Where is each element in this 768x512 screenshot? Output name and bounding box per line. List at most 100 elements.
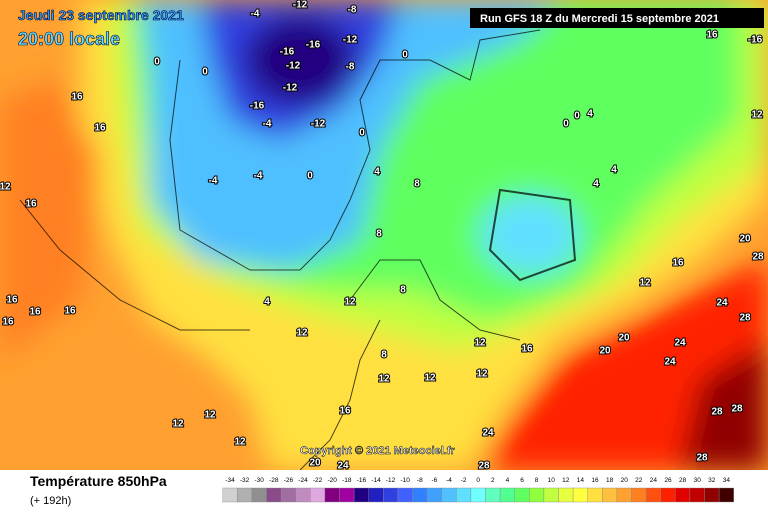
scale-label: 16	[591, 477, 599, 484]
contour-label: -12	[293, 0, 308, 11]
scale-swatch	[602, 487, 618, 503]
scale-swatch	[470, 487, 486, 503]
contour-label: 16	[672, 258, 684, 269]
contour-label: 8	[400, 285, 406, 296]
scale-swatch	[529, 487, 545, 503]
temperature-field	[0, 0, 768, 471]
contour-label: 28	[478, 461, 490, 472]
scale-swatch	[704, 487, 720, 503]
contour-label: -12	[286, 61, 301, 72]
scale-label: -32	[240, 477, 250, 484]
forecast-date: Jeudi 23 septembre 2021	[18, 7, 184, 23]
lead-time: (+ 192h)	[30, 495, 71, 507]
scale-label: -8	[417, 477, 423, 484]
scale-label: 14	[577, 477, 585, 484]
contour-label: 16	[521, 344, 533, 355]
scale-label: 26	[664, 477, 672, 484]
scale-swatch	[266, 487, 282, 503]
contour-label: 12	[204, 410, 216, 421]
scale-label: -2	[461, 477, 467, 484]
contour-label: 12	[234, 437, 246, 448]
contour-label: 4	[374, 167, 380, 178]
contour-label: 12	[172, 419, 184, 430]
contour-label: 28	[711, 407, 723, 418]
contour-label: 12	[751, 110, 763, 121]
contour-label: -12	[283, 83, 298, 94]
contour-label: 16	[94, 123, 106, 134]
contour-label: 16	[706, 30, 718, 41]
contour-label: 20	[739, 234, 751, 245]
scale-label: -6	[432, 477, 438, 484]
contour-label: 8	[381, 350, 387, 361]
scale-label: 2	[491, 477, 495, 484]
run-box	[470, 8, 764, 28]
scale-label: -20	[327, 477, 337, 484]
contour-label: 16	[6, 295, 18, 306]
scale-swatch	[558, 487, 574, 503]
contour-label: 28	[696, 453, 708, 464]
contour-label: 24	[482, 428, 494, 439]
contour-label: -8	[348, 5, 357, 16]
contour-label: 8	[376, 229, 382, 240]
scale-swatch	[675, 487, 691, 503]
scale-label: -18	[342, 477, 352, 484]
contour-labels: -12 -8-16 -12-16-12 -8-16-12-12-4-4 -4-40000…	[0, 0, 765, 473]
scale-swatch	[324, 487, 340, 503]
contour-label: 4	[593, 179, 599, 190]
contour-label: 24	[664, 357, 676, 368]
contour-label: 28	[739, 313, 751, 324]
scale-label: -34	[225, 477, 235, 484]
contour-label: 12	[476, 369, 488, 380]
scale-label: -4	[446, 477, 452, 484]
scale-swatch	[222, 487, 238, 503]
contour-label: 20	[309, 458, 321, 469]
contour-label: -8	[346, 62, 355, 73]
color-scale: -34 -32 -30 -28 -26 -24 -22 -20 -18 -16 -14 -12 -10-…	[222, 477, 734, 503]
contour-label: -12	[343, 35, 358, 46]
contour-label: 16	[2, 317, 14, 328]
scale-label: 4	[506, 477, 510, 484]
scale-label: 18	[606, 477, 614, 484]
contour-label: 4	[264, 297, 270, 308]
scale-label: -12	[386, 477, 396, 484]
contour-label: -12	[311, 119, 326, 130]
scale-swatch	[251, 487, 267, 503]
contour-label: 4	[611, 165, 617, 176]
contour-label: 8	[414, 179, 420, 190]
scale-swatch	[310, 487, 326, 503]
contour-label: 16	[25, 199, 37, 210]
scale-label: -30	[254, 477, 264, 484]
scale-swatch	[441, 487, 457, 503]
contour-label: 16	[64, 306, 76, 317]
contour-label: 28	[731, 404, 743, 415]
scale-swatch	[237, 487, 253, 503]
scale-swatch	[689, 487, 705, 503]
scale-swatch	[718, 487, 734, 503]
contour-label: 24	[716, 298, 728, 309]
scale-label: 8	[535, 477, 539, 484]
scale-swatch	[485, 487, 501, 503]
run-info: Run GFS 18 Z du Mercredi 15 septembre 20…	[480, 13, 719, 25]
scale-label: 34	[723, 477, 731, 484]
contour-label: 12	[474, 338, 486, 349]
scale-swatch	[543, 487, 559, 503]
scale-swatch	[353, 487, 369, 503]
contour-label: 12	[378, 374, 390, 385]
contour-label: -4	[254, 171, 263, 182]
scale-swatch	[280, 487, 296, 503]
contour-label: 0	[154, 57, 160, 68]
scale-swatch	[660, 487, 676, 503]
scale-label: -28	[269, 477, 279, 484]
contour-label: 12	[639, 278, 651, 289]
contour-label: 0	[574, 111, 580, 122]
contour-label: -16	[280, 47, 295, 58]
scale-label: -14	[371, 477, 381, 484]
scale-label: 12	[562, 477, 570, 484]
scale-label: 30	[694, 477, 702, 484]
scale-label: 24	[650, 477, 658, 484]
scale-swatch	[412, 487, 428, 503]
contour-label: 20	[618, 333, 630, 344]
scale-swatch	[572, 487, 588, 503]
scale-label: 28	[679, 477, 687, 484]
